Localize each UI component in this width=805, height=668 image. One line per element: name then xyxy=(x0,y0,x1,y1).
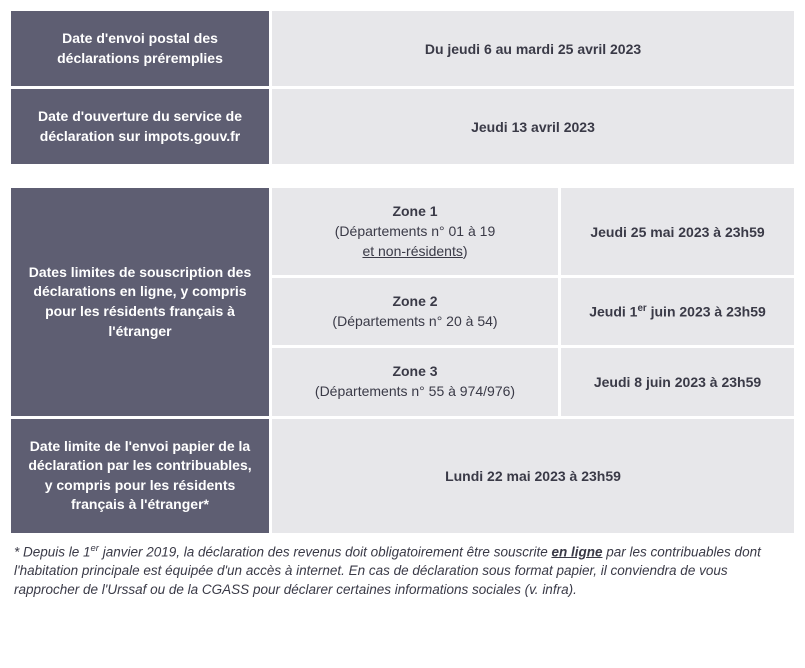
zone3-sub: (Départements n° 55 à 974/976) xyxy=(315,383,515,399)
zone3-cell: Zone 3 (Départements n° 55 à 974/976) xyxy=(272,348,558,415)
zone1-date: Jeudi 25 mai 2023 à 23h59 xyxy=(561,188,794,275)
footnote: * Depuis le 1er janvier 2019, la déclara… xyxy=(8,536,797,602)
zone3-date: Jeudi 8 juin 2023 à 23h59 xyxy=(561,348,794,415)
table-row: Dates limites de souscription des déclar… xyxy=(11,188,794,275)
zone2-date-a: Jeudi 1 xyxy=(589,304,637,320)
zone1-sub-b: ) xyxy=(463,243,468,259)
zone2-date-b: juin 2023 à 23h59 xyxy=(647,304,766,320)
zone2-sub: (Départements n° 20 à 54) xyxy=(332,313,497,329)
service-open-label: Date d'ouverture du service de déclarati… xyxy=(11,89,269,164)
zone2-date: Jeudi 1er juin 2023 à 23h59 xyxy=(561,278,794,345)
table-gap xyxy=(8,167,797,185)
postal-send-label: Date d'envoi postal des déclarations pré… xyxy=(11,11,269,86)
footnote-enligne-link[interactable]: en ligne xyxy=(551,544,602,559)
table-row: Date limite de l'envoi papier de la décl… xyxy=(11,419,794,533)
dates-table-2: Dates limites de souscription des déclar… xyxy=(8,185,797,536)
footnote-sup: er xyxy=(91,543,99,554)
zone1-cell: Zone 1 (Départements n° 01 à 19 et non-r… xyxy=(272,188,558,275)
zone1-sub-a: (Départements n° 01 à 19 xyxy=(335,223,495,239)
table-row: Date d'ouverture du service de déclarati… xyxy=(11,89,794,164)
paper-deadline-label: Date limite de l'envoi papier de la décl… xyxy=(11,419,269,533)
zone2-date-sup: er xyxy=(637,303,646,314)
zone3-title: Zone 3 xyxy=(284,362,546,382)
online-deadline-label: Dates limites de souscription des déclar… xyxy=(11,188,269,415)
zone1-title: Zone 1 xyxy=(284,202,546,222)
service-open-value: Jeudi 13 avril 2023 xyxy=(272,89,794,164)
table-row: Date d'envoi postal des déclarations pré… xyxy=(11,11,794,86)
zone2-cell: Zone 2 (Départements n° 20 à 54) xyxy=(272,278,558,345)
zone1-nonresidents-link[interactable]: et non-résidents xyxy=(362,243,462,259)
zone2-title: Zone 2 xyxy=(284,292,546,312)
footnote-a: * Depuis le 1 xyxy=(14,544,91,559)
paper-deadline-value: Lundi 22 mai 2023 à 23h59 xyxy=(272,419,794,533)
dates-table-1: Date d'envoi postal des déclarations pré… xyxy=(8,8,797,167)
postal-send-value: Du jeudi 6 au mardi 25 avril 2023 xyxy=(272,11,794,86)
footnote-b: janvier 2019, la déclaration des revenus… xyxy=(99,544,552,559)
